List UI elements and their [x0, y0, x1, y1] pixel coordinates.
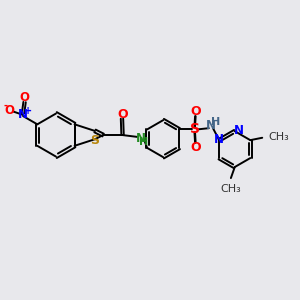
Text: N: N [206, 119, 216, 132]
Text: -: - [3, 101, 7, 111]
Text: O: O [117, 108, 128, 121]
Text: N: N [214, 133, 224, 146]
Text: N: N [136, 132, 146, 145]
Text: S: S [190, 122, 200, 136]
Text: H: H [211, 117, 220, 127]
Text: +: + [24, 106, 32, 116]
Text: CH₃: CH₃ [220, 184, 241, 194]
Text: O: O [4, 103, 14, 117]
Text: O: O [20, 91, 30, 104]
Text: O: O [190, 105, 201, 118]
Text: S: S [91, 134, 100, 147]
Text: N: N [18, 108, 28, 122]
Text: CH₃: CH₃ [268, 132, 289, 142]
Text: N: N [234, 124, 244, 137]
Text: H: H [140, 137, 149, 147]
Text: O: O [190, 141, 201, 154]
